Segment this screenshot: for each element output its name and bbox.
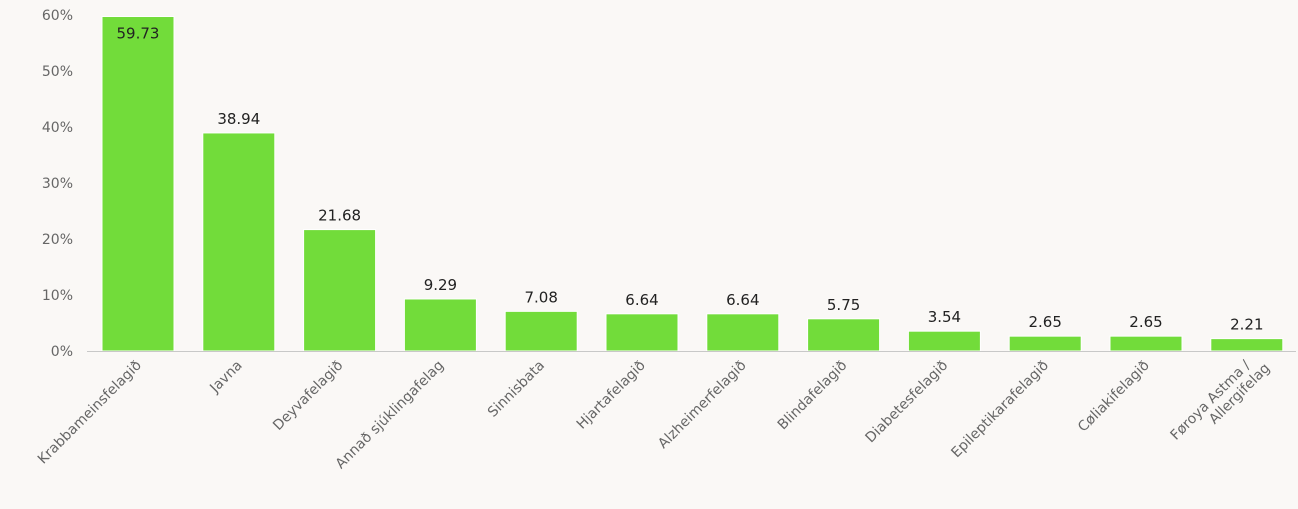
value-labels-group: 59.73 38.94 21.68 9.29 7.08 6.64 6.64 5.75 3.54 2… bbox=[117, 25, 1264, 334]
y-tick-label: 20% bbox=[42, 232, 73, 248]
x-tick-label: Deyvafelagið bbox=[270, 358, 346, 434]
x-tick-label: Epileptikarafelagið bbox=[948, 358, 1052, 462]
x-tick-label: Føroya Astma /Allergifelag bbox=[1168, 349, 1274, 455]
bar bbox=[1008, 335, 1082, 352]
y-axis: 0% 10% 20% 30% 40% 50% 60% bbox=[42, 8, 73, 360]
bar-value-label: 21.68 bbox=[318, 207, 361, 225]
y-tick-label: 30% bbox=[42, 176, 73, 192]
bar bbox=[1210, 338, 1284, 352]
y-tick-label: 0% bbox=[51, 344, 73, 360]
x-axis: Krabbameinsfelagið Javna DeyvafelagiðAnnað… bbox=[35, 349, 1274, 473]
bar bbox=[101, 16, 175, 352]
bar bbox=[403, 298, 477, 352]
x-tick-label: Hjartafelagið bbox=[574, 358, 649, 433]
bar bbox=[202, 132, 276, 352]
bar-value-label: 6.64 bbox=[625, 291, 658, 309]
bar-value-label: 7.08 bbox=[524, 288, 557, 306]
bar bbox=[706, 313, 780, 352]
bar bbox=[504, 310, 578, 352]
bar-value-label: 2.65 bbox=[1129, 313, 1162, 331]
bar bbox=[303, 229, 377, 352]
bar-value-label: 3.54 bbox=[928, 308, 961, 326]
x-tick-label: Javna bbox=[206, 358, 245, 397]
x-tick-label: Alzheimerfelagið bbox=[655, 358, 749, 452]
x-tick-label: Blindafelagið bbox=[775, 358, 851, 434]
bar-value-label: 2.65 bbox=[1028, 313, 1061, 331]
x-tick-label: Sinnisbata bbox=[485, 358, 548, 421]
bar-value-label: 38.94 bbox=[217, 110, 260, 128]
bar-value-label: 6.64 bbox=[726, 291, 759, 309]
x-tick-label: Cøliakifelagið bbox=[1075, 358, 1153, 436]
bar-value-label: 59.73 bbox=[117, 25, 160, 43]
x-tick-label: Annað sjúklingafelag bbox=[333, 358, 448, 473]
bar bbox=[1109, 335, 1183, 352]
bar bbox=[907, 330, 981, 352]
x-tick-label: Diabetesfelagið bbox=[862, 358, 951, 447]
bar-value-label: 5.75 bbox=[827, 296, 860, 314]
bar-value-label: 9.29 bbox=[424, 276, 457, 294]
bar-value-label: 2.21 bbox=[1230, 316, 1263, 334]
y-tick-label: 50% bbox=[42, 64, 73, 80]
x-tick-label: Krabbameinsfelagið bbox=[35, 358, 145, 468]
bar bbox=[807, 318, 881, 352]
y-tick-label: 60% bbox=[42, 8, 73, 24]
y-tick-label: 10% bbox=[42, 288, 73, 304]
bars-group bbox=[101, 16, 1284, 352]
bar bbox=[605, 313, 679, 352]
y-tick-label: 40% bbox=[42, 120, 73, 136]
